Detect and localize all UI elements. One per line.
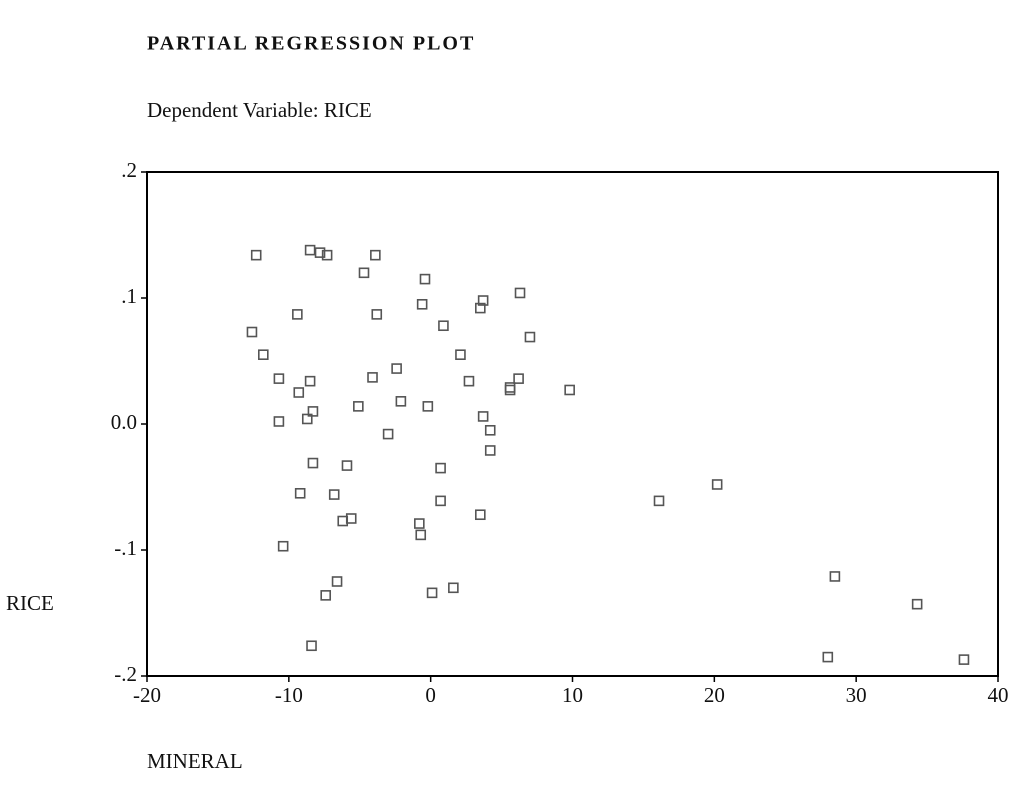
x-tick-label: -10 [275,683,303,707]
point [277,540,289,552]
point [711,479,723,490]
point [504,382,516,393]
point [415,529,427,541]
x-axis-label: MINERAL [147,749,243,773]
point [331,576,343,587]
point [314,247,326,258]
point [358,267,370,279]
point [371,309,383,320]
y-tick-label: .1 [121,284,137,308]
point [513,373,524,384]
point [463,375,475,387]
point [435,462,446,474]
point [320,590,332,601]
point [273,373,285,384]
point [273,416,285,427]
point [328,489,340,500]
x-tick-label: -20 [133,683,161,707]
point [484,445,496,456]
point [911,598,923,610]
chart-subtitle: Dependent Variable: RICE [147,98,372,122]
y-tick-label: 0.0 [111,410,137,434]
point [477,411,489,422]
point [475,302,486,314]
point [477,295,489,306]
point [416,298,428,310]
point [304,375,316,387]
point [341,460,353,471]
y-tick-label: .2 [121,158,137,182]
point [564,384,575,396]
x-tick-label: 0 [425,683,436,707]
point [438,320,449,332]
point [958,654,970,665]
point [304,244,316,256]
point [426,587,438,599]
point [829,571,841,582]
point [337,515,349,527]
point [258,349,269,361]
point [395,396,407,407]
point [435,495,446,507]
point [301,413,313,425]
point [448,582,459,594]
x-tick-label: 30 [846,683,867,707]
point [250,249,262,261]
point [524,331,536,343]
point [419,273,431,285]
point [422,401,434,412]
y-axis-label: RICE [6,591,54,615]
point [382,428,394,440]
point [307,457,319,469]
point [321,249,333,261]
point [353,401,364,412]
point [391,363,402,374]
point [653,495,665,507]
x-tick-label: 20 [704,683,725,707]
x-tick-label: 40 [988,683,1009,707]
point [475,509,486,521]
chart-title: PARTIAL REGRESSION PLOT [147,33,475,55]
point [822,651,834,663]
point [292,309,303,320]
point [504,384,516,396]
point [370,249,381,261]
y-tick-label: -.1 [114,536,137,560]
point [484,424,496,436]
point [367,372,378,383]
point [514,287,526,299]
point [294,487,306,499]
point [345,513,357,524]
point [307,406,319,417]
point [455,349,466,361]
point [246,326,258,338]
y-tick-label: -.2 [114,662,137,686]
point [293,387,305,398]
x-tick-label: 10 [562,683,583,707]
point [414,518,425,529]
point [306,640,317,652]
